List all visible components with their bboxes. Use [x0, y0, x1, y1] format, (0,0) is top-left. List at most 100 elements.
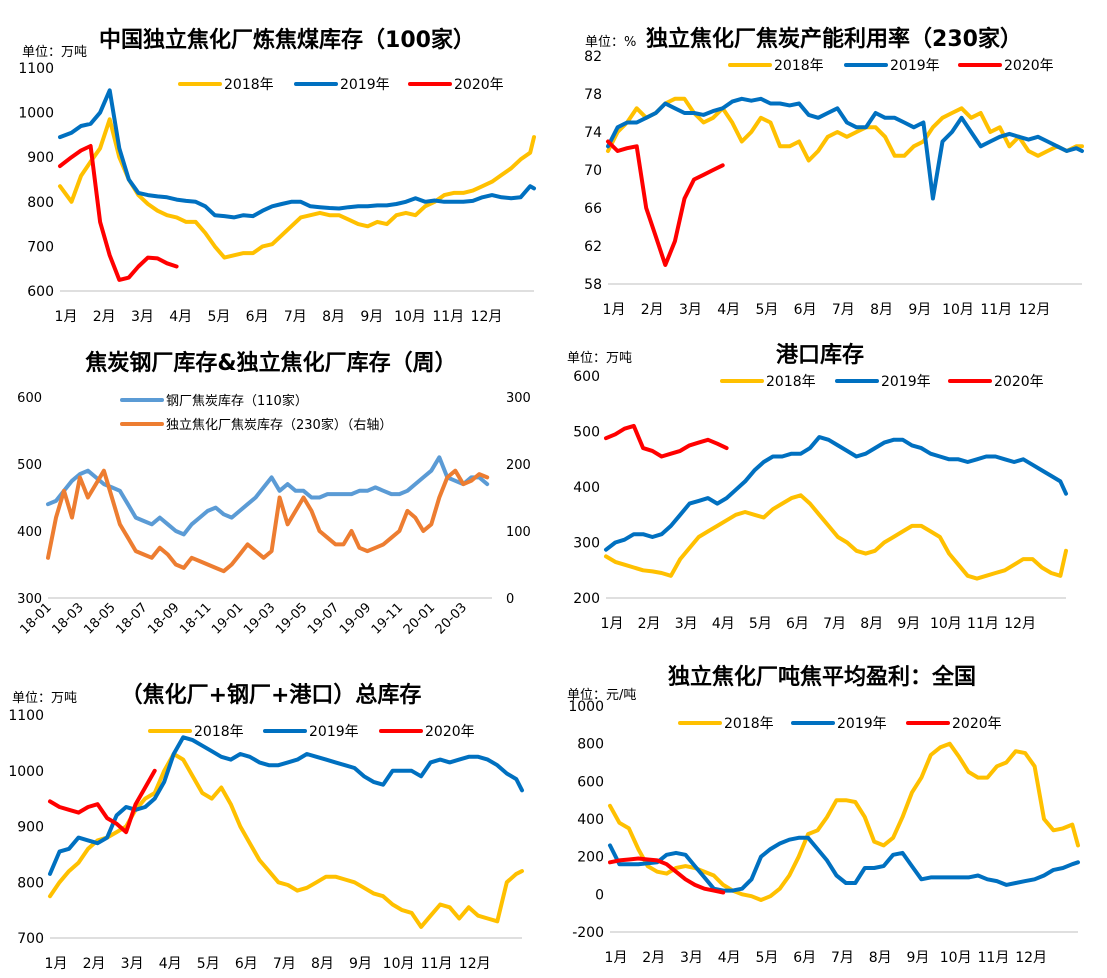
- series-line: [58, 88, 536, 220]
- y-tick-label: 900: [17, 820, 44, 836]
- x-tick-label: 7月: [831, 950, 854, 966]
- y-tick-label: 600: [17, 391, 42, 406]
- x-tick-label: 8月: [869, 950, 892, 966]
- x-tick-label: 1月: [45, 956, 68, 972]
- x-tick-label: 10月: [394, 309, 426, 325]
- chart-title: 独立焦化厂焦炭产能利用率（230家）: [646, 26, 1022, 52]
- y-tick-label: 900: [27, 150, 54, 166]
- x-tick-label: 3月: [680, 950, 703, 966]
- chart-2: 独立焦化厂焦炭产能利用率（230家） 单位：% 58 62 66 70 74 78 82 1月…: [584, 26, 1084, 318]
- x-tick-label: 3月: [675, 616, 698, 632]
- y-tick-label: 800: [17, 875, 44, 891]
- x-tick-label: 9月: [906, 950, 929, 966]
- y-tick-label: 1000: [8, 764, 44, 780]
- chart-title: （焦化厂+钢厂+港口）总库存: [121, 682, 422, 708]
- chart-1: 中国独立焦化厂炼焦煤库存（100家） 单位：万吨 600 700 800 900 100…: [18, 27, 536, 325]
- x-tick-label: 11月: [421, 956, 453, 972]
- x-tick-label: 20-03: [433, 600, 470, 637]
- x-tick-label: 5月: [749, 616, 772, 632]
- series-line: [606, 96, 1084, 163]
- series-line: [606, 96, 1084, 201]
- x-tick-label: 2月: [641, 302, 664, 318]
- series-line: [606, 139, 725, 267]
- y2-tick-label: 0: [506, 592, 514, 607]
- series-line: [48, 752, 524, 929]
- y-tick-label: 58: [584, 277, 602, 293]
- y-tick-label: 1000: [18, 106, 54, 122]
- x-tick-label: 10月: [942, 302, 974, 318]
- chart-title: 独立焦化厂吨焦平均盈利：全国: [668, 664, 976, 690]
- x-tick-label: 11月: [967, 616, 999, 632]
- x-tick-label: 7月: [832, 302, 855, 318]
- y-tick-label: 1100: [18, 61, 54, 77]
- y-tick-label: 600: [577, 774, 604, 790]
- x-tick-label: 4月: [717, 302, 740, 318]
- x-tick-label: 19-09: [337, 600, 374, 637]
- plot-area: -200 0 200 400 600 800 1000 1月 2月 3月 4月 5月 6月 7月 8月 9月 1…: [568, 699, 1080, 966]
- y-tick-label: 1100: [8, 708, 44, 724]
- x-tick-label: 6月: [235, 956, 258, 972]
- x-tick-label: 6月: [246, 309, 269, 325]
- y-tick-label: -200: [572, 925, 604, 941]
- legend-label: 2020年: [994, 374, 1044, 390]
- legend-label: 2019年: [881, 374, 931, 390]
- chart-5: （焦化厂+钢厂+港口）总库存 单位：万吨 700 800 900 1000 1100 1月…: [8, 682, 524, 972]
- legend-label: 2020年: [425, 724, 475, 740]
- unit-label: 单位：元/吨: [567, 688, 636, 703]
- plot-area: 600 700 800 900 1000 1100 1月 2月 3月 4月 5月 6月 7月 8月 9月 10…: [18, 61, 536, 325]
- legend-label: 2019年: [890, 58, 940, 74]
- x-tick-label: 12月: [471, 309, 503, 325]
- x-tick-label: 4月: [169, 309, 192, 325]
- y-tick-label: 200: [573, 591, 600, 607]
- x-tick-label: 18-11: [177, 600, 214, 637]
- x-tick-label: 3月: [131, 309, 154, 325]
- y-tick-label: 500: [17, 458, 42, 473]
- x-tick-label: 1月: [603, 302, 626, 318]
- x-tick-label: 4月: [712, 616, 735, 632]
- x-tick-label: 7月: [273, 956, 296, 972]
- y2-tick-label: 100: [506, 525, 531, 540]
- x-tick-label: 4月: [159, 956, 182, 972]
- y2-tick-label: 200: [506, 458, 531, 473]
- x-tick-label: 9月: [897, 616, 920, 632]
- x-tick-label: 18-09: [145, 600, 182, 637]
- series-line: [604, 493, 1068, 581]
- x-tick-label: 7月: [284, 309, 307, 325]
- y-tick-label: 300: [17, 592, 42, 607]
- series-line: [608, 856, 726, 895]
- x-tick-label: 18-03: [49, 600, 86, 637]
- x-tick-label: 9月: [360, 309, 383, 325]
- unit-label: 单位：万吨: [567, 351, 632, 366]
- y-tick-label: 800: [27, 195, 54, 211]
- x-tick-label: 1月: [55, 309, 78, 325]
- x-tick-label: 18-07: [113, 600, 150, 637]
- x-tick-label: 12月: [1019, 302, 1051, 318]
- y-tick-label: 300: [573, 536, 600, 552]
- x-tick-label: 1月: [601, 616, 624, 632]
- y-tick-label: 400: [573, 480, 600, 496]
- y-tick-label: 1000: [568, 699, 604, 715]
- y-tick-label: 66: [584, 201, 602, 217]
- chart-title: 港口库存: [776, 342, 864, 368]
- legend-label: 2018年: [766, 374, 816, 390]
- series-line: [604, 423, 729, 459]
- x-tick-label: 5月: [755, 302, 778, 318]
- x-tick-label: 18-05: [81, 600, 118, 637]
- series-line: [48, 735, 524, 876]
- x-tick-label: 8月: [870, 302, 893, 318]
- x-tick-label: 12月: [459, 956, 491, 972]
- unit-label: 单位：%: [585, 35, 636, 50]
- legend-label: 2020年: [454, 77, 504, 93]
- chart-3: 焦炭钢厂库存&独立焦化厂库存（周） 300 400 500 600 0 100 200 300…: [17, 350, 531, 638]
- series-line: [58, 117, 536, 260]
- x-tick-label: 19-11: [369, 600, 406, 637]
- x-tick-label: 12月: [1004, 616, 1036, 632]
- series-line: [604, 435, 1068, 552]
- x-tick-label: 19-07: [305, 600, 342, 637]
- series-line: [46, 468, 490, 574]
- legend-label: 2018年: [194, 724, 244, 740]
- x-tick-label: 3月: [679, 302, 702, 318]
- y-tick-label: 82: [584, 49, 602, 65]
- x-tick-label: 1月: [605, 950, 628, 966]
